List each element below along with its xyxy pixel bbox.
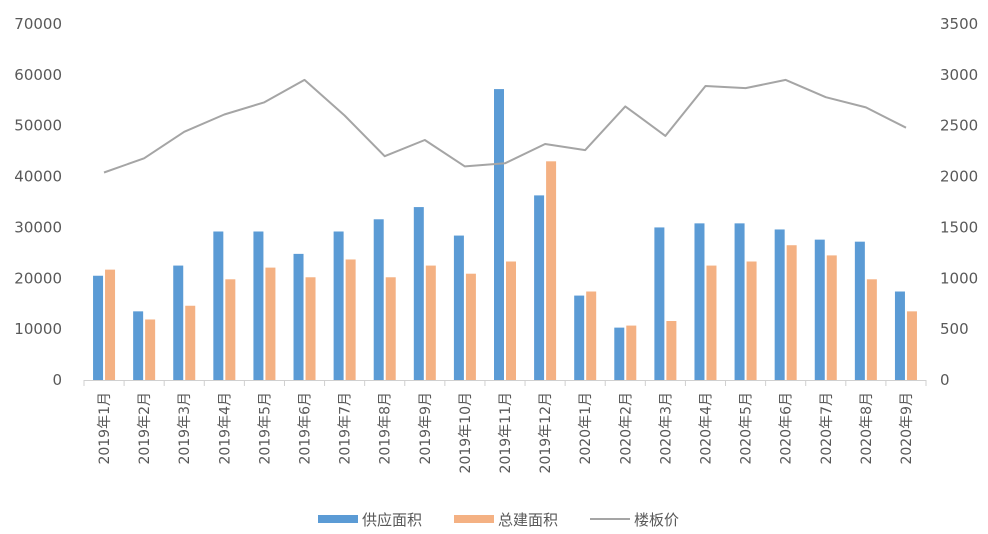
legend-label: 供应面积 — [362, 511, 422, 529]
bar-total-built-area — [145, 319, 156, 380]
x-tick-label: 2019年2月 — [137, 392, 153, 465]
bar-total-built-area — [666, 321, 677, 380]
line-floor-price — [103, 78, 907, 174]
bar-total-built-area — [586, 291, 597, 380]
bar-supply-area — [734, 223, 745, 380]
legend-label: 总建面积 — [498, 511, 558, 529]
x-tick-label: 2019年3月 — [177, 392, 193, 465]
bar-total-built-area — [185, 305, 196, 380]
bar-total-built-area — [305, 277, 316, 380]
bar-supply-area — [373, 219, 384, 380]
legend-item-total-built-area: 总建面积 — [454, 511, 558, 529]
legend-item-floor-price: 楼板价 — [590, 511, 679, 529]
y-left-tick-label: 10000 — [14, 320, 62, 338]
y-left-tick-label: 50000 — [14, 117, 62, 135]
bar-total-built-area — [746, 261, 757, 380]
x-tick-label: 2020年2月 — [618, 392, 634, 465]
bar-total-built-area — [706, 265, 717, 380]
legend-item-supply-area: 供应面积 — [318, 511, 422, 529]
bar-supply-area — [854, 241, 865, 380]
x-tick-label: 2019年1月 — [97, 392, 113, 465]
bar-total-built-area — [265, 267, 276, 380]
bar-total-built-area — [425, 265, 436, 380]
bar-total-built-area — [105, 269, 116, 380]
bar-supply-area — [93, 275, 104, 380]
y-right-tick-label: 2000 — [940, 168, 978, 186]
bar-supply-area — [814, 239, 825, 380]
bar-total-built-area — [345, 259, 356, 380]
x-tick-label: 2019年9月 — [418, 392, 434, 465]
x-tick-label: 2020年7月 — [819, 392, 835, 465]
bar-supply-area — [173, 265, 184, 380]
bar-supply-area — [293, 253, 304, 380]
x-tick-label: 2020年6月 — [779, 392, 795, 465]
x-tick-label: 2020年8月 — [859, 392, 875, 465]
bar-total-built-area — [546, 161, 557, 380]
x-tick-label: 2019年6月 — [298, 392, 314, 465]
bar-total-built-area — [626, 325, 637, 380]
bar-supply-area — [413, 207, 424, 380]
y-left-tick-label: 0 — [52, 371, 62, 389]
bar-supply-area — [253, 231, 264, 380]
x-tick-label: 2020年3月 — [658, 392, 674, 465]
bar-supply-area — [494, 89, 504, 381]
y-right-tick-label: 3500 — [940, 15, 978, 33]
bar-total-built-area — [385, 277, 396, 380]
x-tick-label: 2019年7月 — [338, 392, 354, 465]
bar-supply-area — [614, 327, 625, 380]
x-tick-label: 2020年4月 — [699, 392, 715, 465]
bar-supply-area — [133, 311, 144, 380]
bar-total-built-area — [786, 245, 797, 380]
y-left-tick-label: 60000 — [14, 66, 62, 84]
x-tick-label: 2020年9月 — [899, 392, 915, 465]
x-tick-label: 2020年5月 — [739, 392, 755, 465]
x-tick-label: 2019年12月 — [538, 392, 554, 473]
y-left-tick-label: 20000 — [14, 269, 62, 287]
plot-area: 0 10000 20000 30000 40000 50000 60000 70000 0 500… — [14, 15, 978, 473]
bar-total-built-area — [906, 311, 917, 380]
legend-swatch — [318, 515, 358, 523]
y-left-tick-label: 40000 — [14, 168, 62, 186]
bar-supply-area — [213, 231, 224, 380]
bar-supply-area — [774, 229, 785, 380]
legend-swatch — [454, 515, 494, 523]
bar-supply-area — [453, 235, 464, 380]
bar-total-built-area — [506, 261, 516, 380]
bar-total-built-area — [866, 279, 877, 380]
y-right-tick-label: 2500 — [940, 117, 978, 135]
y-right-tick-label: 0 — [940, 371, 950, 389]
bar-supply-area — [654, 227, 665, 380]
x-tick-label: 2019年8月 — [378, 392, 394, 465]
bar-supply-area — [694, 223, 705, 380]
y-right-tick-label: 1000 — [940, 269, 978, 287]
bar-supply-area — [534, 195, 545, 380]
bar-total-built-area — [826, 255, 837, 380]
y-right-tick-label: 1500 — [940, 218, 978, 236]
legend-label: 楼板价 — [634, 511, 679, 529]
y-right-tick-label: 500 — [940, 320, 969, 338]
x-tick-label: 2019年4月 — [217, 392, 233, 465]
bar-total-built-area — [465, 273, 476, 380]
bar-supply-area — [333, 231, 344, 380]
x-tick-label: 2019年10月 — [458, 392, 474, 473]
x-tick-label: 2019年11月 — [498, 392, 514, 473]
x-tick-label: 2019年5月 — [257, 392, 273, 465]
legend: 供应面积 总建面积 楼板价 — [318, 511, 679, 529]
bar-supply-area — [574, 295, 585, 380]
y-right-tick-label: 3000 — [940, 66, 978, 84]
x-tick-label: 2020年1月 — [578, 392, 594, 465]
bar-supply-area — [894, 291, 905, 380]
bar-total-built-area — [225, 279, 236, 380]
y-left-tick-label: 30000 — [14, 218, 62, 236]
y-left-tick-label: 70000 — [14, 15, 62, 33]
